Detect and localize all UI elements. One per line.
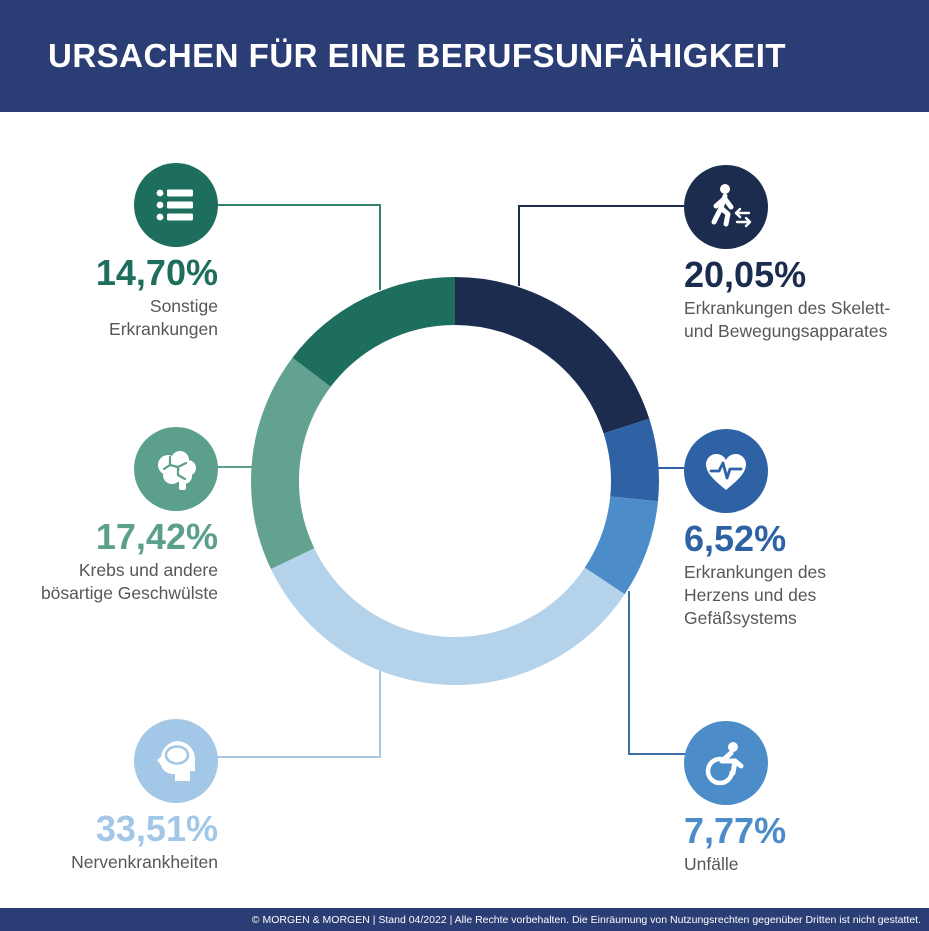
callout-herz: 6,52% Erkrankungen des Herzens und des G… — [684, 429, 929, 630]
brain-icon-glyph — [158, 451, 196, 490]
callout-sonstige: 14,70% Sonstige Erkrankungen — [0, 163, 218, 341]
donut-segment-krebs — [251, 277, 659, 685]
pct-sonstige: 14,70% — [95, 252, 218, 293]
page-title: URSACHEN FÜR EINE BERUFSUNFÄHIGKEIT — [48, 37, 787, 74]
label-unfaelle: Unfälle — [684, 854, 739, 874]
label-skelett: Erkrankungen des Skelett- und Bewegungsa… — [684, 298, 891, 342]
list-icon — [134, 163, 218, 247]
callout-unfaelle: 7,77% Unfälle — [684, 721, 929, 876]
pct-unfaelle: 7,77% — [684, 810, 787, 851]
wheelchair-icon-glyph — [705, 742, 744, 786]
walking-icon — [684, 165, 768, 249]
callout-skelett: 20,05% Erkrankungen des Skelett- und Bew… — [684, 165, 929, 343]
label-krebs: Krebs und andere bösartige Geschwülste — [40, 560, 218, 604]
brain-icon — [134, 427, 218, 511]
donut-segment-sonstige — [251, 277, 659, 685]
heart-icon-glyph — [706, 453, 746, 490]
donut-segment-herz — [251, 277, 659, 685]
footer-copyright: © MORGEN & MORGEN | Stand 04/2022 | Alle… — [251, 913, 921, 926]
footer-bar: © MORGEN & MORGEN | Stand 04/2022 | Alle… — [0, 908, 929, 931]
heart-icon — [684, 429, 768, 513]
connector-sonstige — [212, 204, 381, 290]
head-icon — [134, 719, 218, 803]
connector-nerven — [216, 671, 381, 758]
head-icon-glyph — [157, 741, 195, 781]
wheelchair-icon — [684, 721, 768, 805]
header-bar: URSACHEN FÜR EINE BERUFSUNFÄHIGKEIT — [0, 0, 929, 112]
connector-unfaelle — [628, 591, 687, 755]
list-icon-glyph — [156, 189, 193, 221]
pct-skelett: 20,05% — [684, 254, 807, 295]
pct-herz: 6,52% — [684, 518, 787, 559]
callout-nerven: 33,51% Nervenkrankheiten — [0, 719, 218, 874]
walking-icon-glyph — [711, 184, 752, 228]
callout-krebs: 17,42% Krebs und andere bösartige Geschw… — [0, 427, 218, 605]
label-sonstige: Sonstige Erkrankungen — [109, 296, 218, 340]
donut-segments — [251, 277, 659, 685]
pct-nerven: 33,51% — [95, 808, 218, 849]
pct-krebs: 17,42% — [95, 516, 218, 557]
label-herz: Erkrankungen des Herzens und des Gefäßsy… — [684, 562, 827, 629]
connector-skelett — [518, 205, 684, 286]
label-nerven: Nervenkrankheiten — [71, 852, 218, 872]
donut-segment-nerven — [251, 277, 659, 685]
